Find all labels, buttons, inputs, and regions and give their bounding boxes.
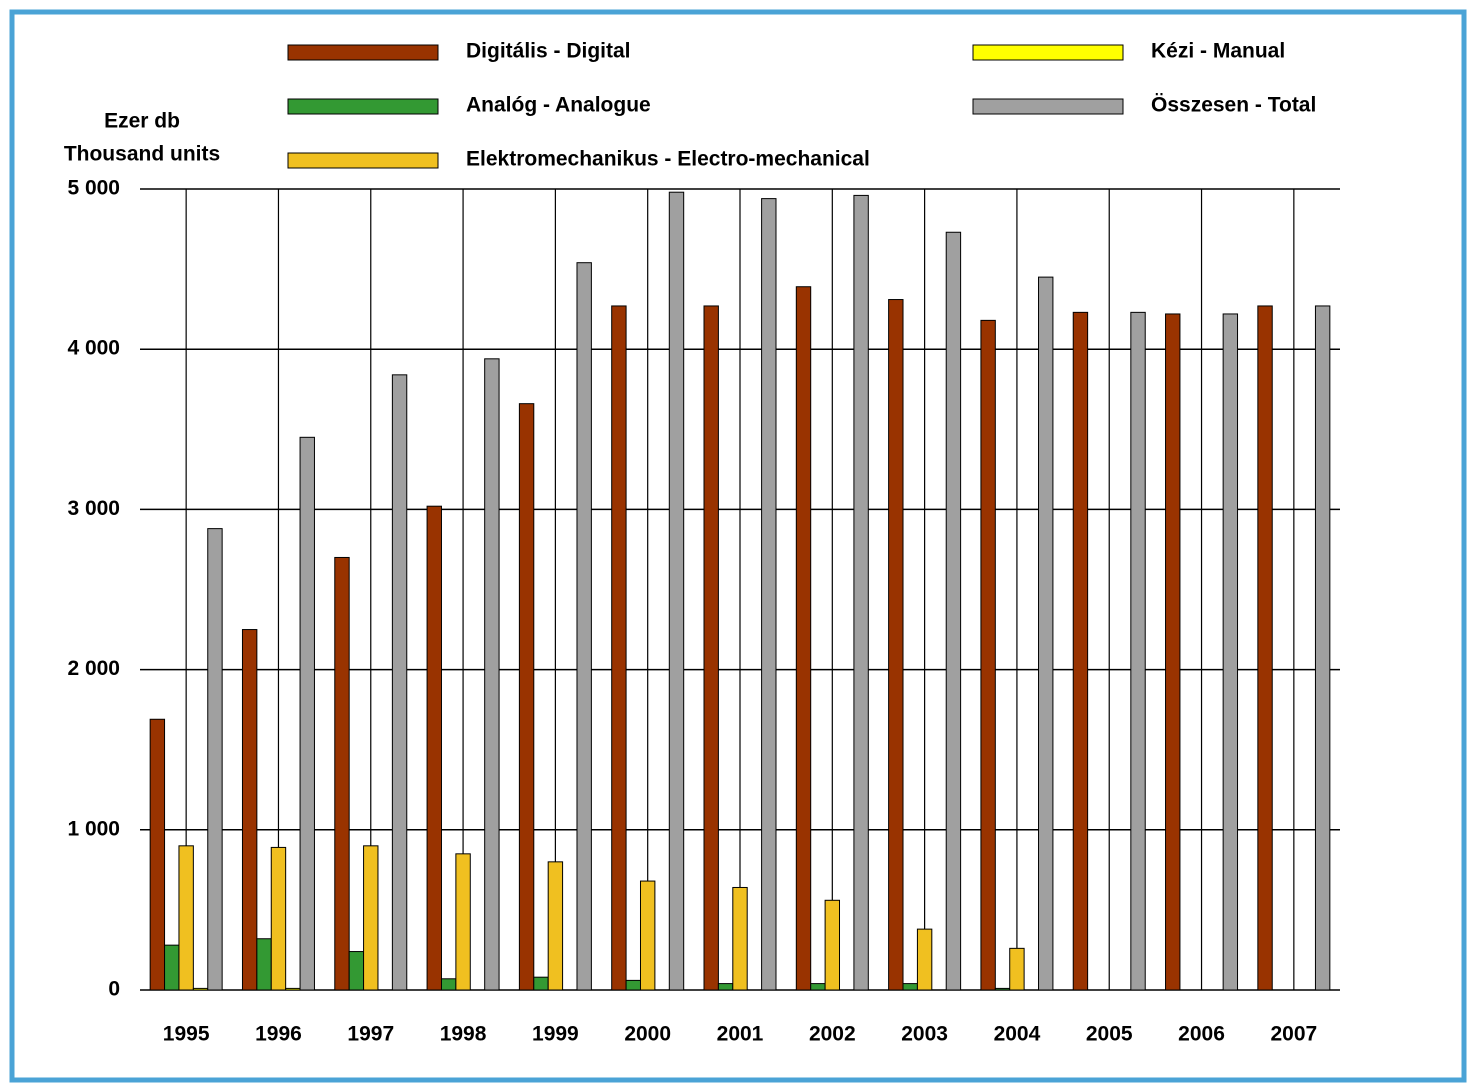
bar	[256, 938, 272, 991]
bar	[576, 262, 592, 991]
bar	[888, 299, 904, 991]
y-tick-label: 5 000	[67, 177, 120, 200]
bar	[916, 928, 933, 991]
bar	[241, 629, 258, 991]
bar	[1009, 947, 1025, 991]
legend-label: Összesen - Total	[1151, 94, 1316, 117]
bar	[824, 899, 841, 991]
y-tick-label: 1 000	[67, 817, 120, 840]
bar	[1072, 311, 1089, 991]
legend-label: Digitális - Digital	[466, 40, 631, 63]
bar	[299, 436, 315, 991]
bar	[455, 853, 471, 991]
bar	[902, 983, 918, 991]
legend-label: Kézi - Manual	[1151, 40, 1285, 63]
legend-swatch	[287, 44, 439, 61]
bar	[518, 403, 535, 991]
legend-swatch	[287, 152, 439, 169]
bar	[440, 978, 457, 991]
bar	[426, 505, 442, 991]
bar	[484, 358, 500, 991]
y-axis-label: Ezer db	[104, 110, 180, 133]
bar	[611, 305, 627, 991]
bar	[945, 231, 962, 991]
y-tick-label: 0	[108, 978, 120, 1001]
x-tick-label: 2001	[717, 1023, 764, 1046]
bar	[348, 951, 365, 991]
bar	[363, 845, 379, 991]
bar	[732, 886, 748, 991]
bar	[533, 976, 549, 991]
bar	[207, 528, 223, 991]
bar	[994, 987, 1011, 991]
x-tick-label: 2005	[1086, 1023, 1133, 1046]
bar	[795, 286, 812, 991]
x-tick-label: 1995	[163, 1023, 210, 1046]
bar	[178, 845, 194, 991]
bar	[164, 944, 180, 991]
x-tick-label: 2002	[809, 1023, 856, 1046]
bar	[547, 861, 564, 991]
x-tick-label: 2006	[1178, 1023, 1225, 1046]
y-tick-label: 3 000	[67, 497, 120, 520]
bar	[1038, 276, 1054, 991]
legend-swatch	[972, 98, 1124, 115]
bar	[334, 556, 350, 991]
bar	[270, 846, 287, 991]
legend-swatch	[972, 44, 1124, 61]
y-tick-label: 4 000	[67, 337, 120, 360]
bar	[703, 305, 719, 991]
bar	[391, 374, 408, 991]
bar	[192, 987, 209, 991]
x-tick-label: 1996	[255, 1023, 302, 1046]
bar	[761, 198, 777, 991]
bar	[1165, 313, 1181, 991]
bar	[853, 194, 869, 991]
bar	[1314, 305, 1331, 991]
bar	[625, 979, 641, 991]
bar	[980, 319, 996, 991]
legend-label: Analóg - Analogue	[466, 94, 651, 117]
legend-label: Elektromechanikus - Electro-mechanical	[466, 148, 870, 171]
y-tick-label: 2 000	[67, 657, 120, 680]
bar	[639, 880, 656, 991]
y-axis-label: Thousand units	[64, 143, 220, 166]
x-tick-label: 2003	[901, 1023, 948, 1046]
bar	[1257, 305, 1273, 991]
bar	[717, 983, 734, 991]
x-tick-label: 2007	[1270, 1023, 1317, 1046]
bar	[1222, 313, 1239, 991]
bar	[668, 191, 685, 991]
bar	[810, 983, 826, 991]
x-tick-label: 1997	[347, 1023, 394, 1046]
legend-swatch	[287, 98, 439, 115]
bar	[1130, 311, 1146, 991]
x-tick-label: 2000	[624, 1023, 671, 1046]
bar	[149, 718, 166, 991]
bar	[285, 987, 301, 991]
x-tick-label: 1998	[440, 1023, 487, 1046]
x-tick-label: 1999	[532, 1023, 579, 1046]
x-tick-label: 2004	[994, 1023, 1041, 1046]
